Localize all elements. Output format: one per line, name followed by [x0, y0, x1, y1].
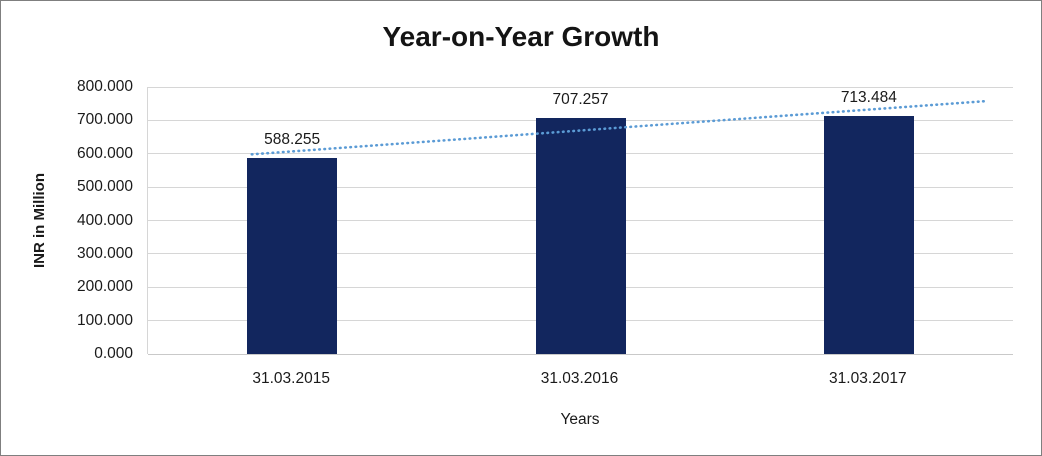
plot-area: 588.255 707.257 713.484 — [147, 86, 1013, 355]
y-tick-label: 700.000 — [76, 111, 133, 129]
x-tick-label: 31.03.2015 — [252, 370, 330, 387]
bar-value-label: 713.484 — [840, 88, 897, 106]
bar-value-label: 707.257 — [552, 90, 609, 108]
y-tick-label: 100.000 — [76, 311, 133, 329]
y-tick-label: 600.000 — [76, 144, 133, 162]
y-tick-label: 200.000 — [76, 278, 133, 296]
y-tick-label: 0.000 — [94, 345, 133, 362]
x-tick-label: 31.03.2016 — [540, 370, 619, 387]
y-tick-labels: 0.000 100.000 200.000 300.000 400.000 500.000… — [1, 78, 139, 362]
gridline — [148, 353, 1013, 355]
bar-value-label: 588.255 — [264, 130, 321, 148]
y-tick-label: 400.000 — [76, 211, 133, 229]
x-tick-labels: 31.03.2015 31.03.2016 31.03.2017 — [147, 370, 1013, 392]
bar — [535, 117, 626, 354]
gridline — [148, 86, 1013, 88]
bar — [823, 115, 914, 354]
x-tick-label: 31.03.2017 — [829, 370, 907, 387]
x-axis-title: Years — [560, 411, 600, 428]
y-tick-label: 500.000 — [76, 178, 133, 196]
y-tick-label: 800.000 — [76, 78, 133, 95]
chart-title: Year-on-Year Growth — [382, 21, 660, 52]
bar — [247, 157, 338, 354]
y-tick-label: 300.000 — [76, 244, 133, 262]
